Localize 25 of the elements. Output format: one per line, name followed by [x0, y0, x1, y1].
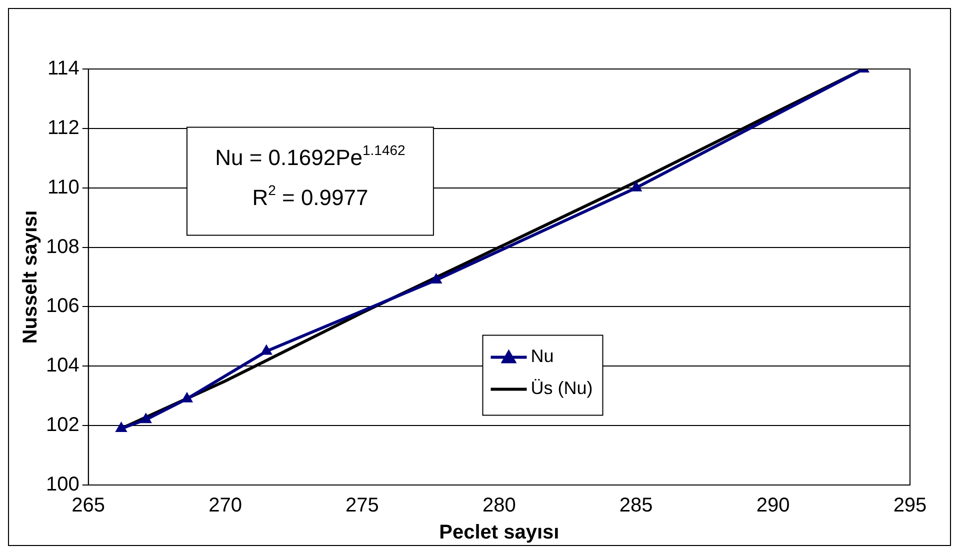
- y-tick-label: 100: [46, 474, 80, 496]
- x-tick-label: 275: [346, 494, 379, 517]
- point: [430, 273, 442, 284]
- point: [630, 181, 642, 192]
- y-tick-label: 102: [46, 414, 80, 436]
- x-tick-label: 295: [893, 494, 927, 517]
- point: [181, 392, 193, 402]
- point: [260, 344, 272, 355]
- x-tick-label: 270: [208, 494, 242, 517]
- y-tick-label: 104: [46, 354, 80, 377]
- point: [140, 413, 152, 424]
- x-tick-label: 285: [619, 494, 653, 517]
- x-tick-label: 290: [756, 494, 790, 517]
- legend-label: Üs (Nu): [530, 378, 593, 398]
- y-tick-label: 110: [47, 176, 80, 198]
- y-axis-title: Nusselt sayısı: [20, 210, 42, 344]
- y-tick-label: 106: [46, 295, 80, 318]
- x-tick-label: 280: [482, 494, 516, 517]
- y-tick-label: 108: [46, 236, 80, 258]
- x-axis-title: Peclet sayısı: [439, 522, 560, 544]
- point: [116, 422, 127, 432]
- legend-label: Nu: [530, 346, 554, 366]
- y-tick-label: 112: [47, 116, 80, 139]
- x-tick-label: 265: [72, 494, 106, 517]
- y-tick-label: 114: [47, 58, 80, 80]
